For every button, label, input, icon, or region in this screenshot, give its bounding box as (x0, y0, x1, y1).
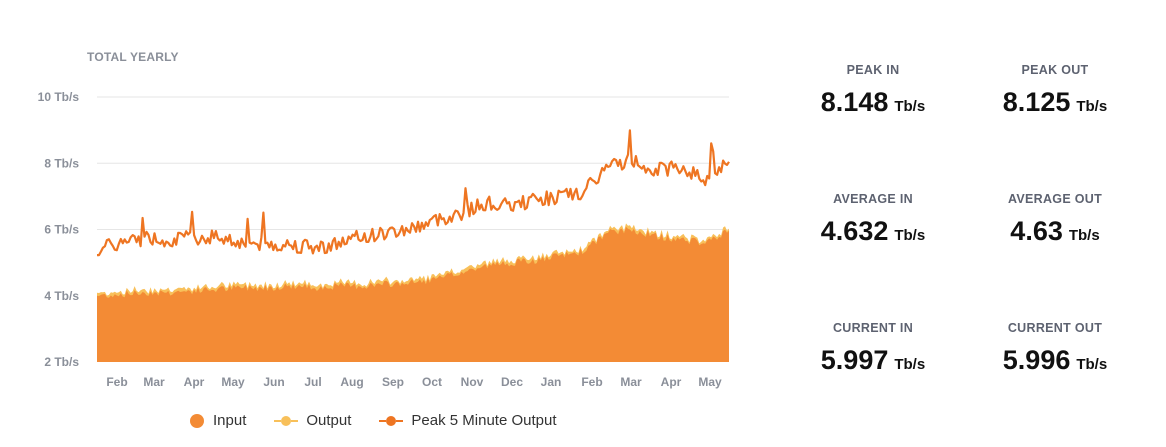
stat-number: 8.148 (820, 87, 889, 117)
stat-label: PEAK OUT (1021, 63, 1089, 77)
x-tick-label: Apr (184, 375, 205, 389)
stat-unit: Tb/s (1068, 227, 1100, 244)
line-series (97, 129, 730, 257)
stat-number: 4.63 (1010, 216, 1063, 246)
legend-swatch-input (190, 413, 204, 428)
x-tick-label: Aug (340, 375, 363, 389)
stat-label: CURRENT OUT (1007, 321, 1103, 335)
stat-peak-in: PEAK IN 8.148 Tb/s (783, 63, 963, 118)
stat-unit: Tb/s (1076, 356, 1108, 373)
stat-label: AVERAGE OUT (1007, 192, 1103, 206)
stat-label: AVERAGE IN (833, 192, 913, 206)
y-axis-ticks: 10 Tb/s 8 Tb/s 6 Tb/s 4 Tb/s 2 Tb/s (38, 90, 80, 369)
x-tick-label: Mar (620, 375, 642, 389)
series-peak-line (97, 129, 730, 257)
stat-number: 8.125 (1002, 87, 1071, 117)
stat-current-out: CURRENT OUT 5.996 Tb/s (965, 321, 1145, 376)
chart-legend: Input Output Peak 5 Minute Output (190, 412, 585, 429)
stat-value: 8.148 Tb/s (783, 87, 963, 118)
x-tick-label: Feb (581, 375, 602, 389)
legend-item-input[interactable]: Input (190, 412, 246, 429)
stat-number: 5.996 (1002, 345, 1071, 375)
stat-label: PEAK IN (846, 63, 900, 77)
legend-swatch-peak (379, 415, 404, 426)
stat-unit: Tb/s (894, 356, 926, 373)
stat-value: 8.125 Tb/s (965, 87, 1145, 118)
legend-label-input: Input (213, 412, 247, 429)
y-tick-label: 8 Tb/s (44, 156, 79, 170)
y-tick-label: 2 Tb/s (44, 355, 79, 369)
legend-item-peak[interactable]: Peak 5 Minute Output (379, 412, 557, 429)
stat-number: 4.632 (820, 216, 889, 246)
legend-item-output[interactable]: Output (274, 412, 351, 429)
stat-unit: Tb/s (894, 227, 926, 244)
x-tick-label: Feb (106, 375, 127, 389)
traffic-chart: 10 Tb/s 8 Tb/s 6 Tb/s 4 Tb/s 2 Tb/s Feb Mar Ap… (38, 90, 730, 389)
stat-average-out: AVERAGE OUT 4.63 Tb/s (965, 192, 1145, 247)
stat-current-in: CURRENT IN 5.997 Tb/s (783, 321, 963, 376)
area-series (97, 223, 729, 362)
legend-swatch-output (274, 415, 299, 426)
x-tick-label: May (698, 375, 722, 389)
x-tick-label: Jun (263, 375, 284, 389)
y-tick-label: 6 Tb/s (44, 223, 79, 237)
stat-value: 5.997 Tb/s (783, 345, 963, 376)
x-tick-label: Nov (461, 375, 484, 389)
legend-label-output: Output (306, 412, 352, 429)
y-tick-label: 4 Tb/s (44, 289, 79, 303)
y-tick-label: 10 Tb/s (38, 90, 80, 104)
x-tick-label: Oct (422, 375, 442, 389)
x-tick-label: Jan (541, 375, 562, 389)
stat-unit: Tb/s (1076, 98, 1108, 115)
stat-unit: Tb/s (894, 98, 926, 115)
x-tick-label: May (221, 375, 245, 389)
stat-average-in: AVERAGE IN 4.632 Tb/s (783, 192, 963, 247)
stat-label: CURRENT IN (832, 321, 914, 335)
x-tick-label: Dec (501, 375, 523, 389)
x-tick-label: Apr (661, 375, 682, 389)
x-tick-label: Sep (382, 375, 404, 389)
chart-title: TOTAL YEARLY (87, 50, 179, 64)
stat-value: 4.63 Tb/s (965, 216, 1145, 247)
x-axis-ticks: Feb Mar Apr May Jun Jul Aug Sep Oct Nov Dec Jan Feb M… (106, 375, 722, 389)
x-tick-label: Jul (304, 375, 321, 389)
stat-value: 5.996 Tb/s (965, 345, 1145, 376)
series-input-area (97, 226, 729, 362)
stat-peak-out: PEAK OUT 8.125 Tb/s (965, 63, 1145, 118)
legend-label-peak: Peak 5 Minute Output (411, 412, 557, 429)
x-tick-label: Mar (143, 375, 165, 389)
stat-number: 5.997 (820, 345, 889, 375)
stat-value: 4.632 Tb/s (783, 216, 963, 247)
